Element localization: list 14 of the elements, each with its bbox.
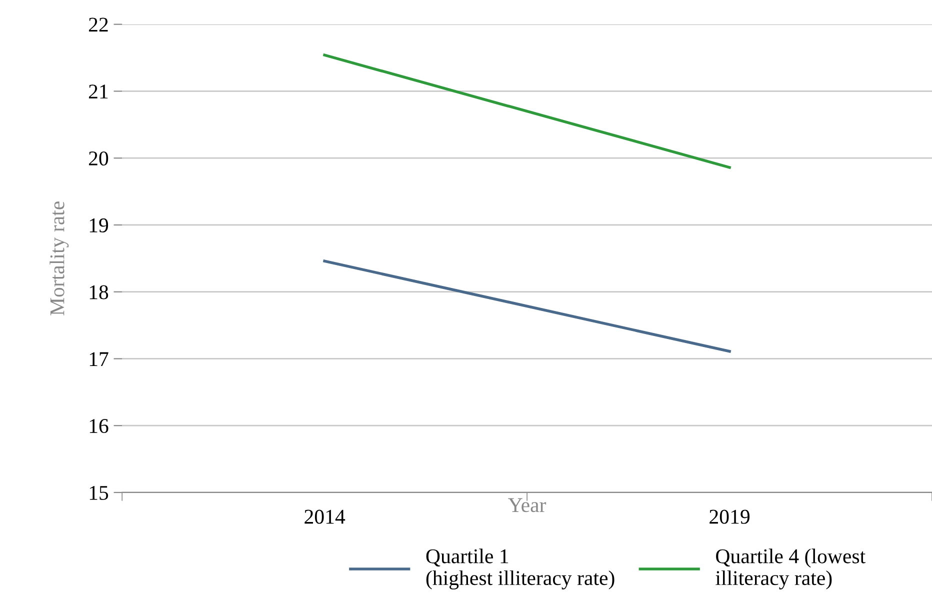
y-tick-label: 16 [90, 419, 108, 434]
y-tick-label: 15 [90, 486, 108, 500]
y-tick-label: 18 [90, 285, 108, 300]
y-axis-title: Mortality rate [50, 202, 69, 316]
y-tick-label: 22 [88, 18, 108, 32]
legend-label: Quartile 4 (lowest illiteracy rate) [716, 548, 866, 590]
y-tick-label: 17 [90, 352, 108, 366]
y-tick-label: 19 [90, 218, 108, 232]
x-tick-label: 2014 [304, 510, 346, 524]
x-axis-title: Year [508, 498, 546, 512]
legend-label: Quartile 1 (highest illiteracy rate) [426, 548, 614, 590]
y-tick-label: 20 [88, 151, 108, 166]
y-tick-label: 21 [88, 84, 108, 98]
x-tick-label: 2019 [710, 510, 750, 524]
